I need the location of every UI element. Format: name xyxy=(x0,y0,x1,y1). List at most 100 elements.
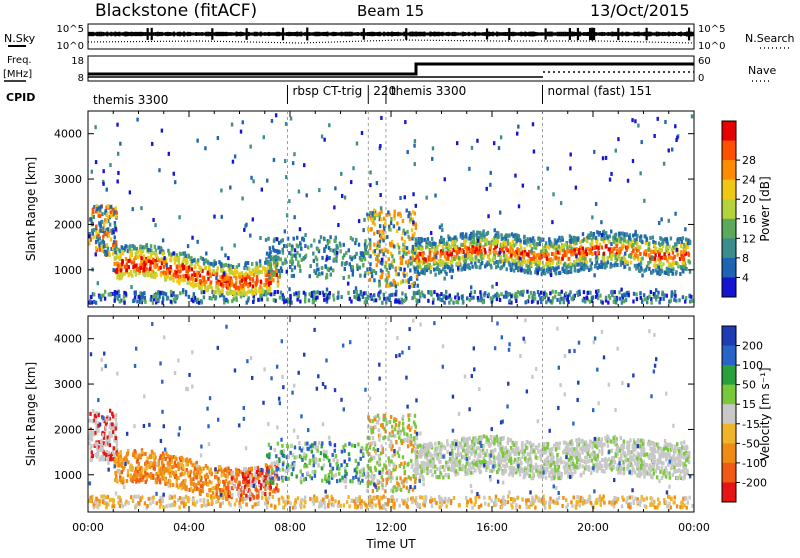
data-cell xyxy=(624,265,626,269)
data-cell xyxy=(259,259,261,263)
data-cell xyxy=(350,499,352,503)
data-cell xyxy=(509,299,511,303)
data-cell xyxy=(108,438,110,442)
data-cell xyxy=(476,139,478,143)
data-cell xyxy=(251,292,253,296)
nsky-bar xyxy=(617,28,619,40)
data-cell xyxy=(95,246,97,250)
data-cell xyxy=(142,268,144,272)
data-cell xyxy=(375,298,377,302)
data-cell xyxy=(670,294,672,298)
data-cell xyxy=(646,265,648,269)
data-cell xyxy=(171,495,173,499)
data-cell xyxy=(620,288,622,292)
nsky-bar xyxy=(437,32,439,37)
data-cell xyxy=(500,233,502,237)
data-cell xyxy=(663,293,665,297)
data-cell xyxy=(465,259,467,263)
data-cell xyxy=(632,234,634,238)
data-cell xyxy=(178,261,180,265)
nsky-bar xyxy=(136,32,138,36)
data-cell xyxy=(424,257,426,261)
data-cell xyxy=(358,243,360,247)
nsky-bar xyxy=(308,32,310,36)
data-cell xyxy=(204,266,206,270)
data-cell xyxy=(213,495,215,499)
data-cell xyxy=(639,499,641,503)
data-cell xyxy=(671,148,673,152)
data-cell xyxy=(149,267,151,271)
data-cell xyxy=(616,254,618,258)
data-cell xyxy=(100,224,102,228)
data-cell xyxy=(275,113,277,117)
data-cell xyxy=(475,247,477,251)
data-cell xyxy=(602,256,604,260)
data-cell xyxy=(136,118,138,122)
data-cell xyxy=(137,495,139,499)
nsky-bar xyxy=(211,28,213,40)
data-cell xyxy=(524,259,526,263)
data-cell xyxy=(516,132,518,136)
nsky-bar xyxy=(351,32,353,37)
data-cell xyxy=(559,261,561,265)
cpid-segment-label: normal (fast) 151 xyxy=(548,84,652,98)
data-cell xyxy=(626,245,628,249)
data-cell xyxy=(634,230,636,234)
data-cell xyxy=(321,266,323,270)
data-cell xyxy=(200,286,202,290)
data-cell xyxy=(648,253,650,257)
data-cell xyxy=(414,139,416,143)
data-cell xyxy=(521,497,523,501)
data-cell xyxy=(545,300,547,304)
nsky-bar xyxy=(199,32,201,35)
data-cell xyxy=(309,497,311,501)
data-cell xyxy=(132,244,134,248)
data-cell xyxy=(371,505,373,509)
data-cell xyxy=(268,276,270,280)
data-cell xyxy=(203,503,205,507)
data-cell xyxy=(220,269,222,273)
data-cell xyxy=(268,496,270,500)
data-cell xyxy=(395,272,397,276)
data-cell xyxy=(643,199,645,203)
y-tick-label: 4000 xyxy=(54,128,82,141)
data-cell xyxy=(691,504,693,508)
nsky-bar xyxy=(270,32,272,36)
nsky-bar xyxy=(322,32,324,36)
data-cell xyxy=(471,146,473,150)
data-cell xyxy=(398,246,400,250)
data-cell xyxy=(480,504,482,508)
data-cell xyxy=(582,247,584,251)
nsky-bar xyxy=(237,32,239,36)
data-cell xyxy=(593,150,595,154)
data-cell xyxy=(337,291,339,295)
data-cell xyxy=(178,279,180,283)
data-cell xyxy=(109,223,111,227)
nsky-bar xyxy=(488,32,490,37)
data-cell xyxy=(674,242,676,246)
data-cell xyxy=(484,264,486,268)
nsky-bar xyxy=(468,32,470,36)
data-cell xyxy=(113,499,115,503)
data-cell xyxy=(503,253,505,257)
nsky-bar xyxy=(458,32,460,35)
data-cell xyxy=(320,504,322,508)
data-cell xyxy=(500,292,502,296)
data-cell xyxy=(154,265,156,269)
data-cell xyxy=(476,251,478,255)
data-cell xyxy=(340,172,342,176)
data-cell xyxy=(323,237,325,241)
data-cell xyxy=(369,262,371,266)
data-cell xyxy=(109,443,111,447)
data-cell xyxy=(270,255,272,259)
data-cell xyxy=(609,178,611,182)
data-cell xyxy=(390,242,392,246)
data-cell xyxy=(90,217,92,221)
data-cell xyxy=(204,282,206,286)
data-cell xyxy=(218,282,220,286)
data-cell xyxy=(121,245,123,249)
data-cell xyxy=(263,135,265,139)
nsky-bar xyxy=(492,32,494,37)
data-cell xyxy=(457,300,459,304)
nsky-bar xyxy=(217,32,219,36)
